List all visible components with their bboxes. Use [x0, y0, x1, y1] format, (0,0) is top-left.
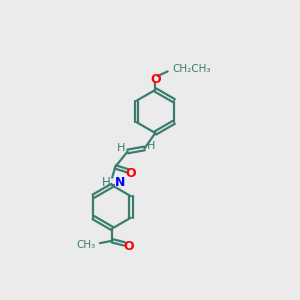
- Text: N: N: [115, 176, 125, 189]
- Text: H: H: [117, 143, 126, 153]
- Text: CH₃: CH₃: [76, 240, 95, 250]
- Text: O: O: [123, 241, 134, 254]
- Text: CH₂CH₃: CH₂CH₃: [172, 64, 211, 74]
- Text: H: H: [102, 176, 111, 189]
- Text: H: H: [146, 141, 155, 151]
- Text: O: O: [125, 167, 136, 180]
- Text: O: O: [150, 73, 160, 85]
